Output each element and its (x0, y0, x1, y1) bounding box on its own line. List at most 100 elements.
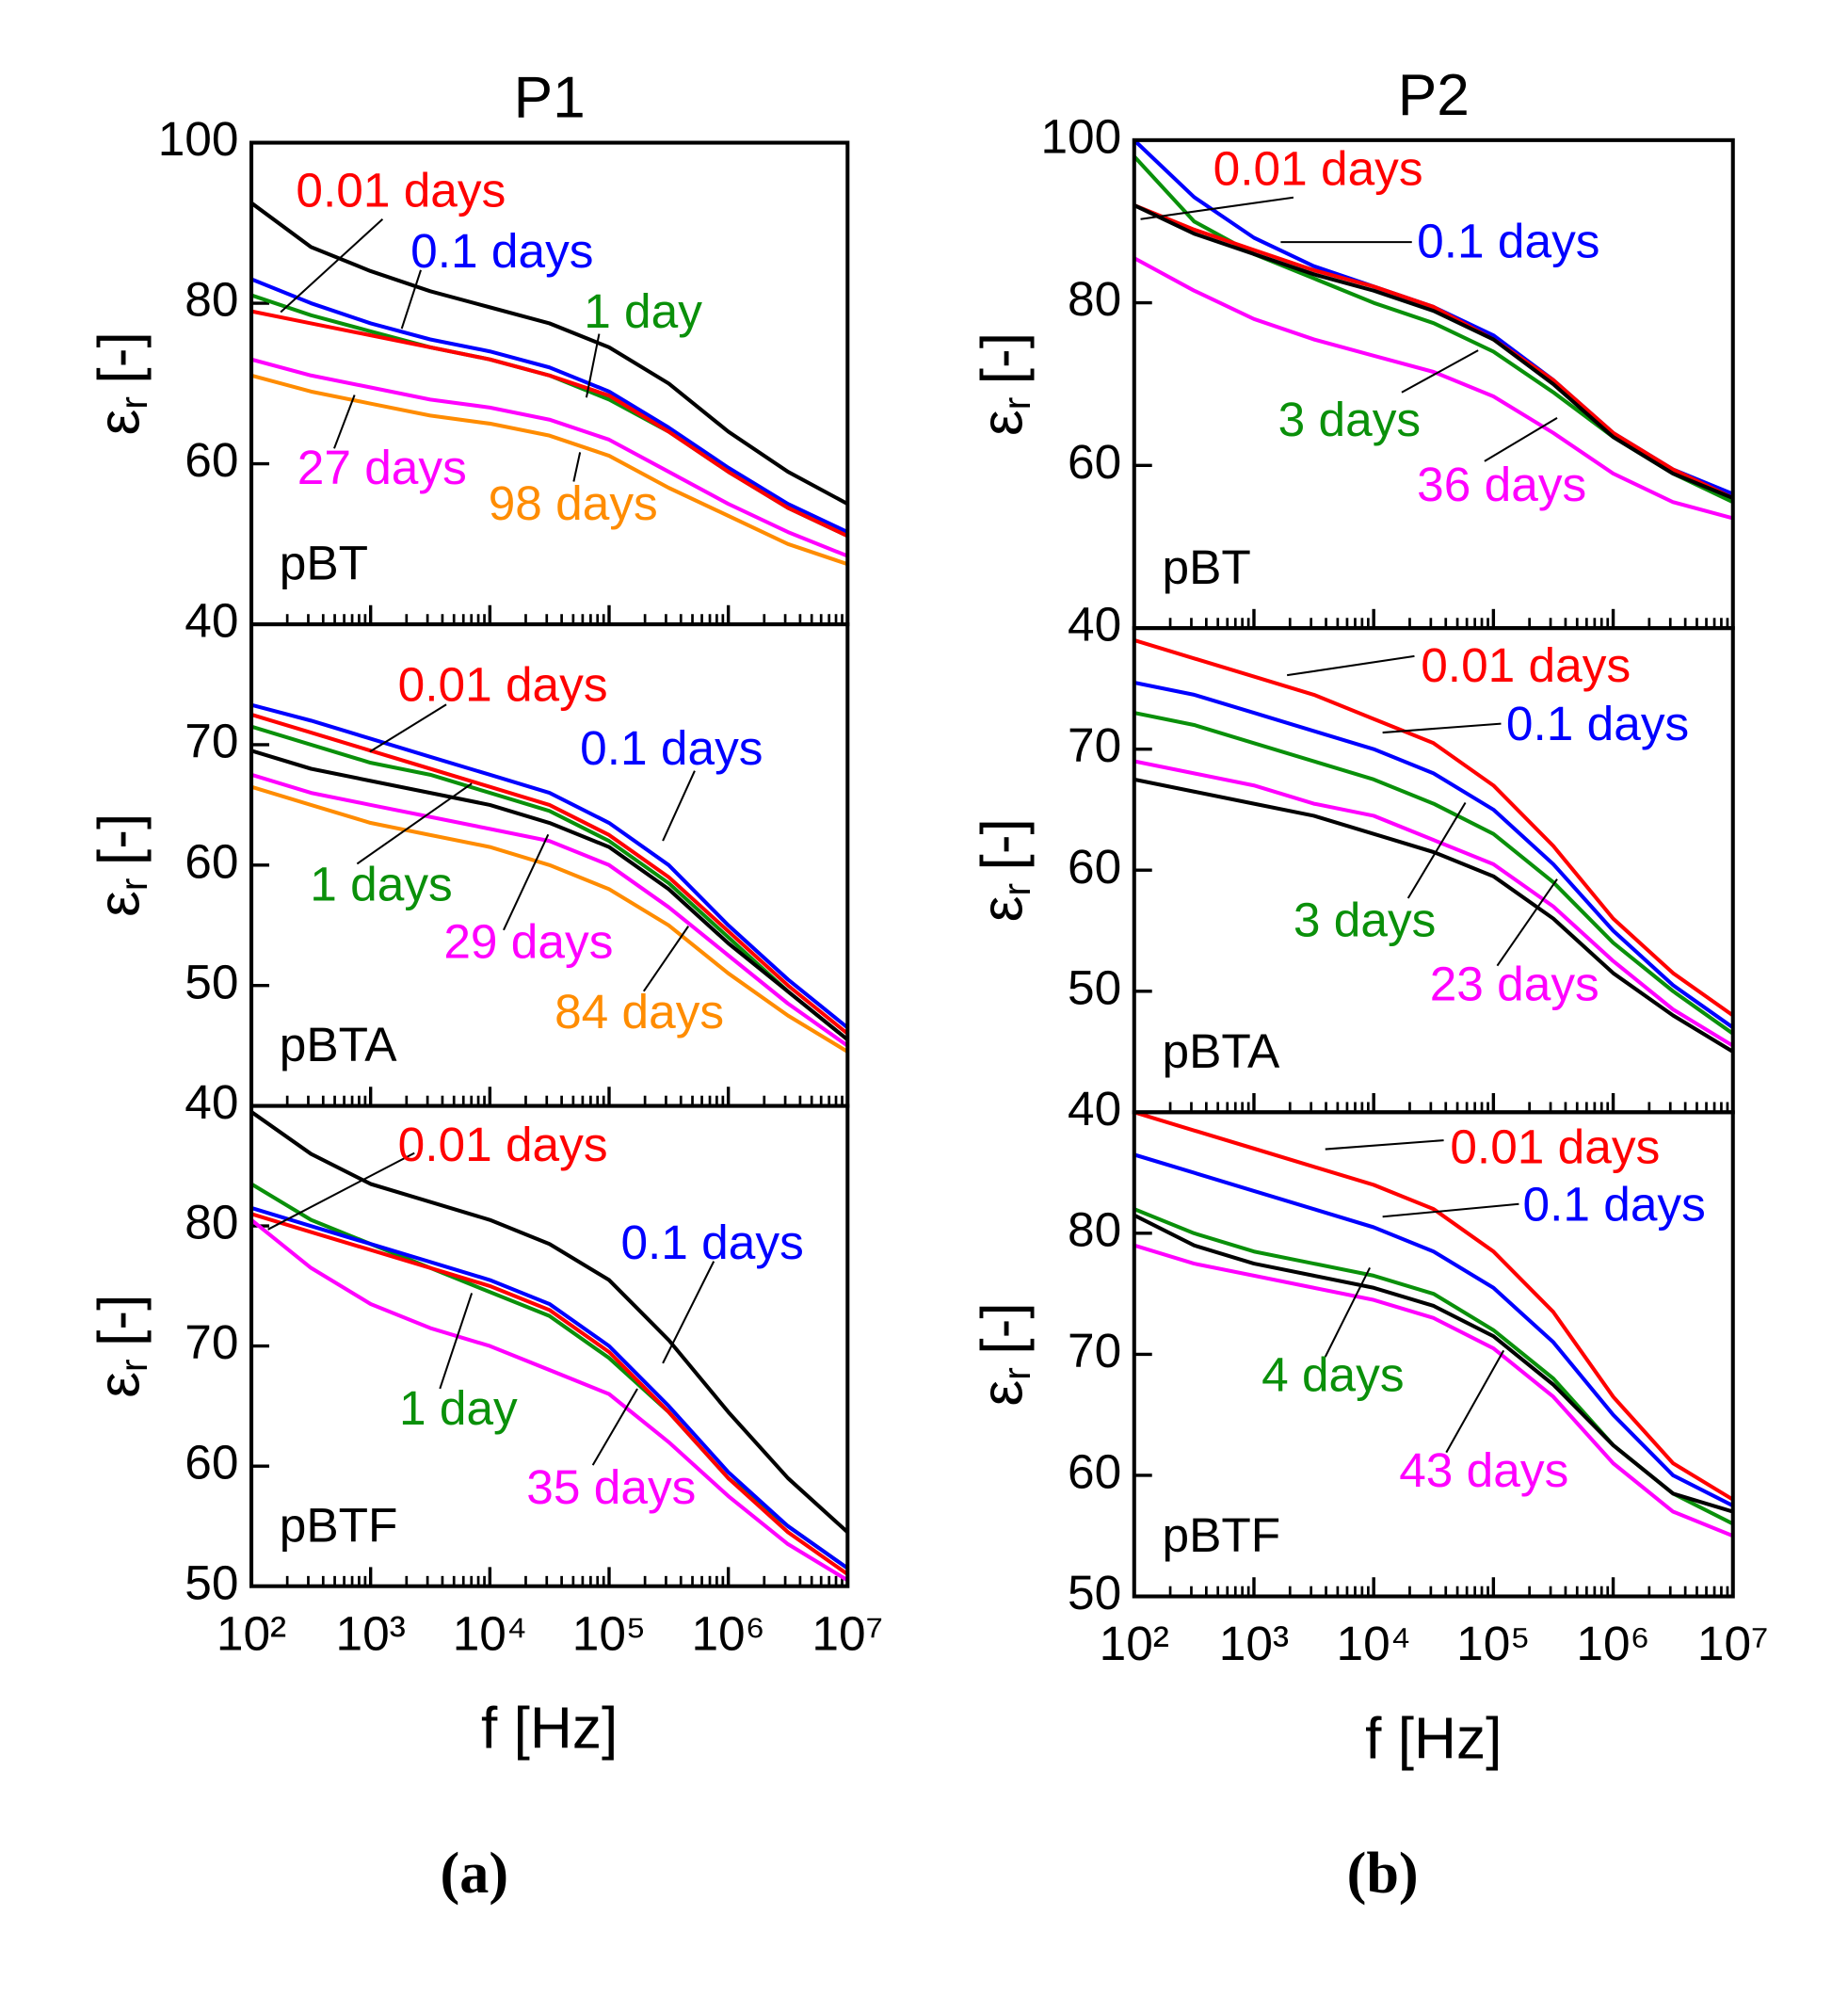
annotation: 0.1 days (1417, 213, 1599, 267)
series-line (250, 1205, 849, 1570)
annotation: 35 days (526, 1459, 696, 1514)
series-line (250, 713, 849, 1036)
y-axis-unit: [-] (88, 813, 153, 865)
y-axis-unit: [-] (88, 1295, 153, 1346)
leader-line (642, 926, 690, 992)
y-tick-label: 50 (1068, 959, 1121, 1014)
x-tick-label: 10³ (1219, 1616, 1289, 1670)
annotation: 23 days (1430, 956, 1599, 1010)
leader-line (1382, 1202, 1519, 1218)
annotation: 1 days (310, 857, 452, 911)
annotation: 0.01 days (398, 1117, 608, 1171)
x-tick-label: 10² (1100, 1616, 1169, 1670)
y-axis-subscript: r (995, 883, 1038, 896)
y-tick-label: 50 (185, 1554, 238, 1609)
leader-line (503, 833, 550, 931)
panel-label: pBTF (1163, 1507, 1281, 1562)
chart-title: P1 (514, 66, 586, 131)
chart-title: P2 (1398, 63, 1470, 128)
leader-line (439, 1293, 474, 1390)
leader-line (267, 1151, 415, 1231)
y-tick-label: 60 (185, 833, 238, 888)
leader-line (356, 782, 473, 865)
y-tick-label: 40 (185, 593, 238, 648)
x-tick-label: 10⁶ (1576, 1616, 1649, 1670)
x-tick-label: 10⁵ (1456, 1616, 1531, 1670)
y-tick-label: 60 (1068, 839, 1121, 894)
leader-line (1401, 349, 1479, 394)
series-line (1133, 777, 1734, 1054)
y-tick-label: 60 (185, 432, 238, 487)
y-tick-label: 70 (185, 714, 238, 768)
y-axis-label: εr [-] (971, 332, 1038, 436)
series-line (1133, 711, 1734, 1036)
series-line (249, 1110, 849, 1534)
y-tick-label: 80 (185, 1195, 238, 1249)
annotation: 0.1 days (1522, 1176, 1705, 1231)
y-tick-label: 40 (1068, 1081, 1121, 1135)
y-axis-label: εr [-] (88, 331, 155, 435)
y-tick-label: 80 (1068, 271, 1121, 326)
series-line (250, 772, 849, 1048)
y-axis-subscript: r (112, 1359, 155, 1372)
y-axis-symbol: ε (971, 1380, 1036, 1407)
series-line (250, 1212, 849, 1576)
leader-line (333, 395, 356, 449)
annotation: 43 days (1399, 1442, 1568, 1497)
series-line (1133, 1243, 1734, 1538)
x-tick-label: 10³ (336, 1605, 406, 1660)
y-tick-label: 80 (1068, 1201, 1121, 1256)
leader-line (1140, 196, 1294, 220)
annotation: 84 days (554, 984, 724, 1039)
y-axis-label: εr [-] (88, 813, 155, 917)
annotation: 0.01 days (1450, 1119, 1660, 1173)
x-axis-label: f [Hz] (481, 1697, 618, 1762)
series-line (1133, 759, 1734, 1048)
y-axis-unit: [-] (971, 818, 1036, 870)
caption: (b) (1347, 1842, 1419, 1906)
series-line (1133, 1213, 1734, 1514)
y-axis-unit: [-] (88, 331, 153, 383)
y-axis-symbol: ε (88, 410, 153, 436)
y-tick-label: 60 (1068, 434, 1121, 489)
leader-line (1445, 1349, 1505, 1454)
x-axis-label: f [Hz] (1365, 1707, 1502, 1772)
leader-line (662, 1261, 715, 1364)
annotation: 0.1 days (1506, 696, 1689, 750)
series-line (249, 201, 849, 506)
x-tick-label: 10² (217, 1605, 286, 1660)
y-axis-label: εr [-] (971, 1302, 1038, 1406)
annotation: 3 days (1278, 392, 1421, 446)
y-tick-label: 50 (185, 954, 238, 1008)
y-axis-subscript: r (995, 1367, 1038, 1380)
annotation: 0.1 days (580, 720, 763, 775)
leader-line (280, 217, 384, 314)
series-line (249, 1218, 849, 1583)
series-line (250, 749, 849, 1041)
leader-line (662, 770, 696, 842)
annotation: 29 days (443, 914, 613, 969)
x-tick-label: 10⁶ (691, 1605, 764, 1660)
series-line (1133, 1152, 1734, 1507)
series-line (1133, 203, 1734, 500)
leader-line (369, 703, 447, 753)
series-line (1133, 638, 1734, 1018)
series-line (250, 373, 848, 567)
annotation: 1 day (399, 1380, 518, 1435)
y-axis-subscript: r (112, 396, 155, 410)
panel-label: pBTA (280, 1017, 397, 1071)
panel: 40 60 80 100 0.01 days 0.1 days 3 days 36 days p… (971, 63, 1735, 652)
x-tick-label: 10⁴ (453, 1605, 527, 1660)
series-line (1133, 1110, 1734, 1502)
x-tick-label: 10⁵ (572, 1605, 647, 1660)
annotation: 0.01 days (1213, 140, 1423, 195)
x-tick-label: 10⁷ (1697, 1616, 1769, 1670)
y-tick-label: 100 (158, 111, 239, 166)
y-axis-label: εr [-] (971, 818, 1038, 922)
y-tick-label: 40 (1068, 597, 1121, 652)
y-tick-label: 100 (1040, 108, 1121, 163)
leader-line (400, 269, 422, 330)
series-line (1133, 681, 1734, 1029)
